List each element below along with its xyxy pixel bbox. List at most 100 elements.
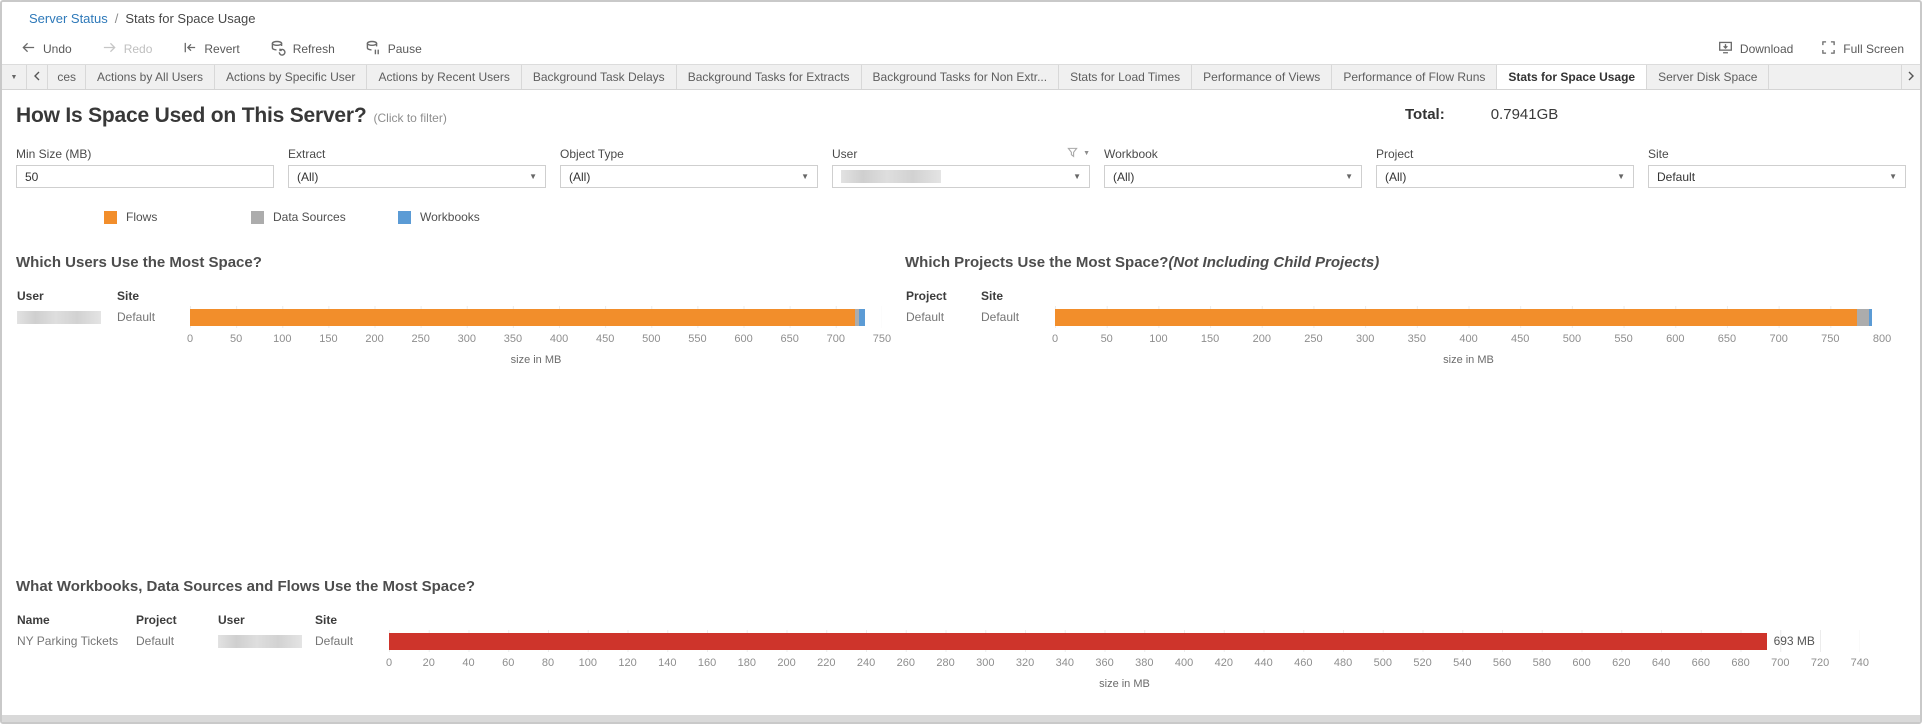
object-type-value: (All): [569, 169, 591, 184]
revert-button[interactable]: Revert: [182, 40, 240, 58]
min-size-input[interactable]: [16, 165, 274, 188]
caret-down-icon: ▼: [10, 73, 18, 81]
undo-button[interactable]: Undo: [21, 40, 72, 58]
legend-item-flows[interactable]: Flows: [104, 210, 251, 224]
caret-down-icon[interactable]: ▼: [1083, 150, 1090, 157]
workbooks-chart-col-user: User: [218, 613, 245, 627]
caret-down-icon: ▼: [801, 172, 809, 181]
tab-stats-for-space-usage[interactable]: Stats for Space Usage: [1497, 65, 1648, 89]
tabs-scroll-left-button[interactable]: [27, 65, 48, 89]
site-label: Site: [1648, 146, 1669, 161]
tab-background-tasks-for-non-extracts[interactable]: Background Tasks for Non Extr...: [862, 65, 1060, 89]
undo-label: Undo: [43, 42, 72, 56]
total-value: 0.7941GB: [1490, 106, 1559, 123]
object-type-dropdown[interactable]: (All) ▼: [560, 165, 818, 188]
tab-actions-by-specific-user[interactable]: Actions by Specific User: [215, 65, 368, 89]
tab-list-dropdown-button[interactable]: ▼: [2, 65, 27, 89]
legend-item-workbooks[interactable]: Workbooks: [398, 210, 545, 224]
user-dropdown[interactable]: ▼: [832, 165, 1090, 188]
extract-dropdown[interactable]: (All) ▼: [288, 165, 546, 188]
pause-button[interactable]: Pause: [365, 40, 422, 59]
project-label: Project: [1376, 146, 1414, 161]
click-to-filter-hint: (Click to filter): [373, 111, 447, 125]
users-space-stacked-bar[interactable]: [190, 308, 882, 326]
chevron-right-icon: [1907, 70, 1915, 84]
tab-performance-of-views[interactable]: Performance of Views: [1192, 65, 1333, 89]
redo-icon: [102, 40, 117, 58]
refresh-data-icon: [270, 40, 286, 59]
fullscreen-button[interactable]: Full Screen: [1821, 40, 1904, 58]
legend-item-data-sources[interactable]: Data Sources: [251, 210, 398, 224]
top-charts-row: Which Users Use the Most Space? User Sit…: [14, 254, 1908, 366]
caret-down-icon: ▼: [1617, 172, 1625, 181]
object-type-label: Object Type: [560, 146, 624, 161]
filter-user: User ▼ ▼: [832, 146, 1090, 188]
projects-space-chart: Which Projects Use the Most Space?(Not I…: [903, 254, 1908, 366]
legend-data-sources-label: Data Sources: [273, 210, 346, 224]
caret-down-icon: ▼: [1345, 172, 1353, 181]
workbooks-space-chart: What Workbooks, Data Sources and Flows U…: [14, 578, 1908, 690]
toolbar: Undo Redo Revert Refresh Pause Download …: [2, 34, 1920, 64]
pause-label: Pause: [387, 42, 422, 56]
projects-chart-col-site: Site: [981, 289, 1004, 303]
fullscreen-icon: [1821, 40, 1836, 58]
caret-down-icon: ▼: [1889, 172, 1897, 181]
tab-background-tasks-for-extracts[interactable]: Background Tasks for Extracts: [677, 65, 862, 89]
projects-space-stacked-bar[interactable]: [1055, 308, 1882, 326]
data-sources-swatch: [251, 210, 264, 224]
color-legend: Flows Data Sources Workbooks: [104, 210, 1908, 224]
workbooks-chart-name-cell: NY Parking Tickets: [17, 634, 119, 648]
workbooks-chart-col-name: Name: [17, 613, 50, 627]
dashboard-content: How Is Space Used on This Server? (Click…: [2, 90, 1920, 722]
tab-bar: ▼ ces Actions by All Users Actions by Sp…: [2, 64, 1920, 90]
pause-updates-icon: [365, 40, 381, 59]
redo-button[interactable]: Redo: [102, 40, 153, 58]
filter-project: Project (All) ▼: [1376, 146, 1634, 188]
legend-workbooks-label: Workbooks: [420, 210, 480, 224]
tab-performance-of-flow-runs[interactable]: Performance of Flow Runs: [1332, 65, 1498, 89]
workbooks-chart-x-axis: 0 20 40 60 80 100 120 140 160 180 200 220 240 260 280 3…: [385, 657, 1869, 669]
users-chart-site-cell: Default: [117, 310, 156, 324]
project-value: (All): [1385, 169, 1407, 184]
filter-row: Min Size (MB) Extract (All) ▼ Object Typ…: [16, 146, 1906, 188]
breadcrumb: Server Status / Stats for Space Usage: [2, 2, 1920, 34]
projects-chart-col-project: Project: [906, 289, 947, 303]
projects-chart-project-cell: Default: [906, 310, 945, 324]
workbooks-chart-col-project: Project: [136, 613, 177, 627]
download-button[interactable]: Download: [1718, 40, 1793, 58]
project-dropdown[interactable]: (All) ▼: [1376, 165, 1634, 188]
projects-chart-site-cell: Default: [981, 310, 1020, 324]
download-label: Download: [1739, 42, 1794, 56]
workbooks-chart-site-cell: Default: [315, 634, 354, 648]
horizontal-scrollbar[interactable]: [2, 715, 1920, 722]
revert-icon: [182, 40, 197, 58]
breadcrumb-separator: /: [114, 10, 119, 26]
workbooks-chart-project-cell: Default: [136, 634, 175, 648]
users-chart-title: Which Users Use the Most Space?: [16, 254, 262, 271]
filter-object-type: Object Type (All) ▼: [560, 146, 818, 188]
users-chart-col-user: User: [17, 289, 44, 303]
user-label: User: [832, 146, 858, 161]
breadcrumb-current-page: Stats for Space Usage: [125, 10, 256, 26]
workbook-size-bar[interactable]: 693 MB: [389, 632, 1860, 650]
tab-actions-by-all-users[interactable]: Actions by All Users: [86, 65, 216, 89]
refresh-button[interactable]: Refresh: [270, 40, 335, 59]
tab-truncated[interactable]: ces: [48, 65, 86, 89]
projects-chart-title: Which Projects Use the Most Space?: [905, 254, 1169, 271]
tab-stats-for-load-times[interactable]: Stats for Load Times: [1059, 65, 1193, 89]
fullscreen-label: Full Screen: [1843, 42, 1904, 56]
filter-funnel-icon[interactable]: [1067, 147, 1078, 161]
redo-label: Redo: [123, 42, 153, 56]
workbook-dropdown[interactable]: (All) ▼: [1104, 165, 1362, 188]
tab-server-disk-space[interactable]: Server Disk Space: [1647, 65, 1770, 89]
tabs-scroll-right-button[interactable]: [1901, 65, 1920, 89]
tab-actions-by-recent-users[interactable]: Actions by Recent Users: [367, 65, 522, 89]
filter-min-size: Min Size (MB): [16, 146, 274, 188]
tab-background-task-delays[interactable]: Background Task Delays: [522, 65, 677, 89]
title-row: How Is Space Used on This Server? (Click…: [16, 104, 1908, 130]
users-chart-x-axis: 0 50 100 150 200 250 300 350 400 450 500 550 600 650 7…: [186, 333, 892, 345]
breadcrumb-server-status-link[interactable]: Server Status: [29, 10, 108, 26]
redacted-user-value: [841, 170, 941, 183]
site-dropdown[interactable]: Default ▼: [1648, 165, 1906, 188]
